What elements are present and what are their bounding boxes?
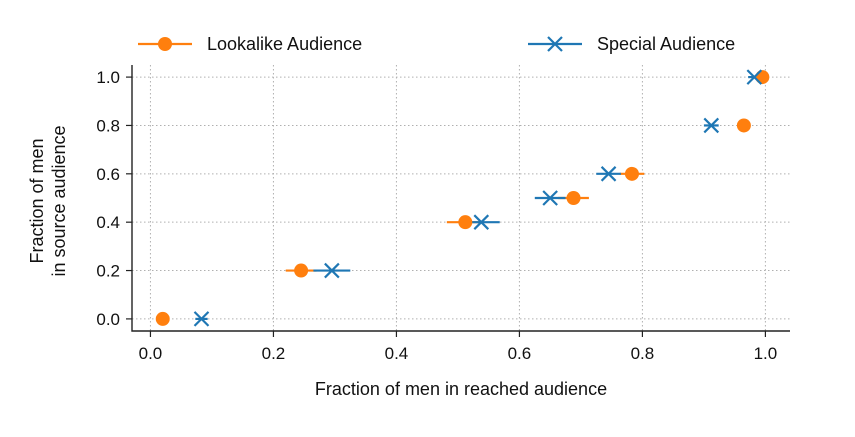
axes: 0.0 0.2 0.4 0.6 0.8 1.0 0.0 0.2 0.4 0.6 0.8 1.0 [96, 65, 790, 363]
y-tick-label: 0.8 [96, 116, 120, 135]
y-tick-label: 1.0 [96, 68, 120, 87]
legend-marker-circle [158, 37, 172, 51]
data-point-x [600, 166, 617, 182]
y-axis-title-line2: in source audience [49, 125, 69, 276]
y-tick-label: 0.0 [96, 310, 120, 329]
x-tick-label: 0.4 [385, 344, 409, 363]
data-point-x [473, 214, 490, 230]
grid-lines [132, 65, 790, 331]
data-point-circle [566, 191, 581, 205]
y-axis-title-line1: Fraction of men [27, 138, 47, 263]
legend-label-lookalike: Lookalike Audience [207, 34, 362, 54]
data-point-circle [294, 263, 309, 278]
data-point-circle [155, 311, 170, 326]
axis-spines [131, 65, 790, 332]
data-point-circle [755, 70, 770, 85]
data-point-circle [624, 166, 639, 181]
data-point-x [542, 190, 558, 206]
x-tick-label: 0.8 [631, 344, 655, 363]
legend-label-special: Special Audience [597, 34, 735, 54]
data-point-x [324, 262, 340, 279]
x-tick-label: 0.6 [508, 344, 532, 363]
x-tick-label: 0.0 [139, 344, 163, 363]
x-tick-label: 0.2 [262, 344, 286, 363]
legend-item-lookalike: Lookalike Audience [138, 34, 362, 54]
y-tick-label: 0.6 [96, 165, 120, 184]
x-axis-title: Fraction of men in reached audience [315, 379, 607, 399]
y-tick-label: 0.4 [96, 213, 120, 232]
legend: Lookalike Audience Special Audience [138, 34, 735, 54]
data-point-circle [458, 215, 473, 230]
data-point-circle [736, 118, 751, 133]
legend-marker-x [547, 36, 563, 52]
x-tick-label: 1.0 [754, 344, 778, 363]
data-point-x [193, 311, 210, 327]
legend-item-special: Special Audience [528, 34, 735, 54]
error-bars [195, 75, 761, 321]
data-point-x [746, 69, 763, 85]
data-markers [155, 69, 770, 327]
data-point-x [703, 117, 720, 134]
y-tick-label: 0.2 [96, 262, 120, 281]
